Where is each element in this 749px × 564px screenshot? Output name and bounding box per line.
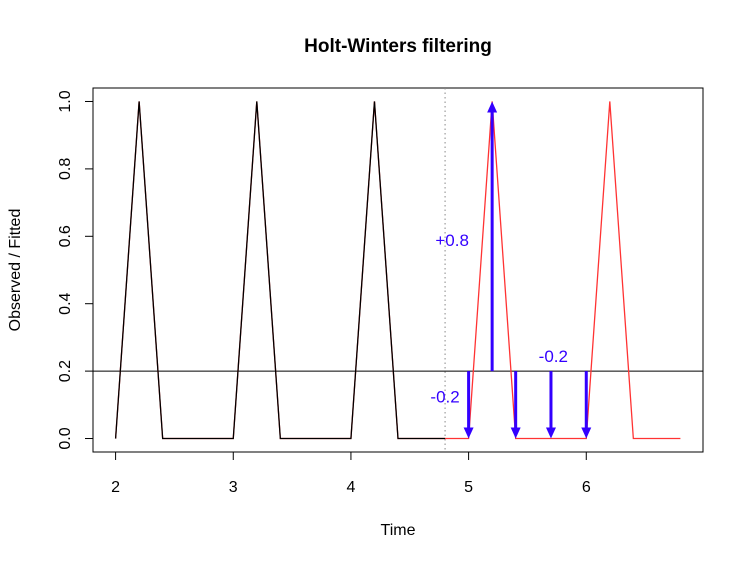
annotation: +0.8 [435,231,469,250]
y-tick-label: 0.6 [57,225,74,247]
chart-title: Holt-Winters filtering [304,36,492,57]
x-tick-label: 4 [346,479,355,496]
series-line [114,101,446,440]
annotation: -0.2 [539,347,568,366]
arrow-head [487,101,498,113]
x-tick-label: 2 [111,479,120,496]
y-tick-label: 0.2 [57,360,74,382]
y-axis-title: Observed / Fitted [7,209,24,332]
arrow-head [545,427,556,439]
annotation: -0.2 [430,388,459,407]
y-tick-label: 0.0 [57,427,74,449]
arrow-head [510,427,521,439]
x-tick-label: 5 [464,479,473,496]
y-tick-label: 1.0 [57,90,74,112]
arrow-head [581,427,592,439]
x-tick-label: 3 [229,479,238,496]
arrow-head [463,427,474,439]
y-tick-label: 0.4 [57,292,74,314]
plot-frame [92,87,704,453]
series-line [114,101,681,440]
x-axis-title: Time [381,522,416,539]
y-tick-label: 0.8 [57,158,74,180]
x-tick-label: 6 [582,479,591,496]
